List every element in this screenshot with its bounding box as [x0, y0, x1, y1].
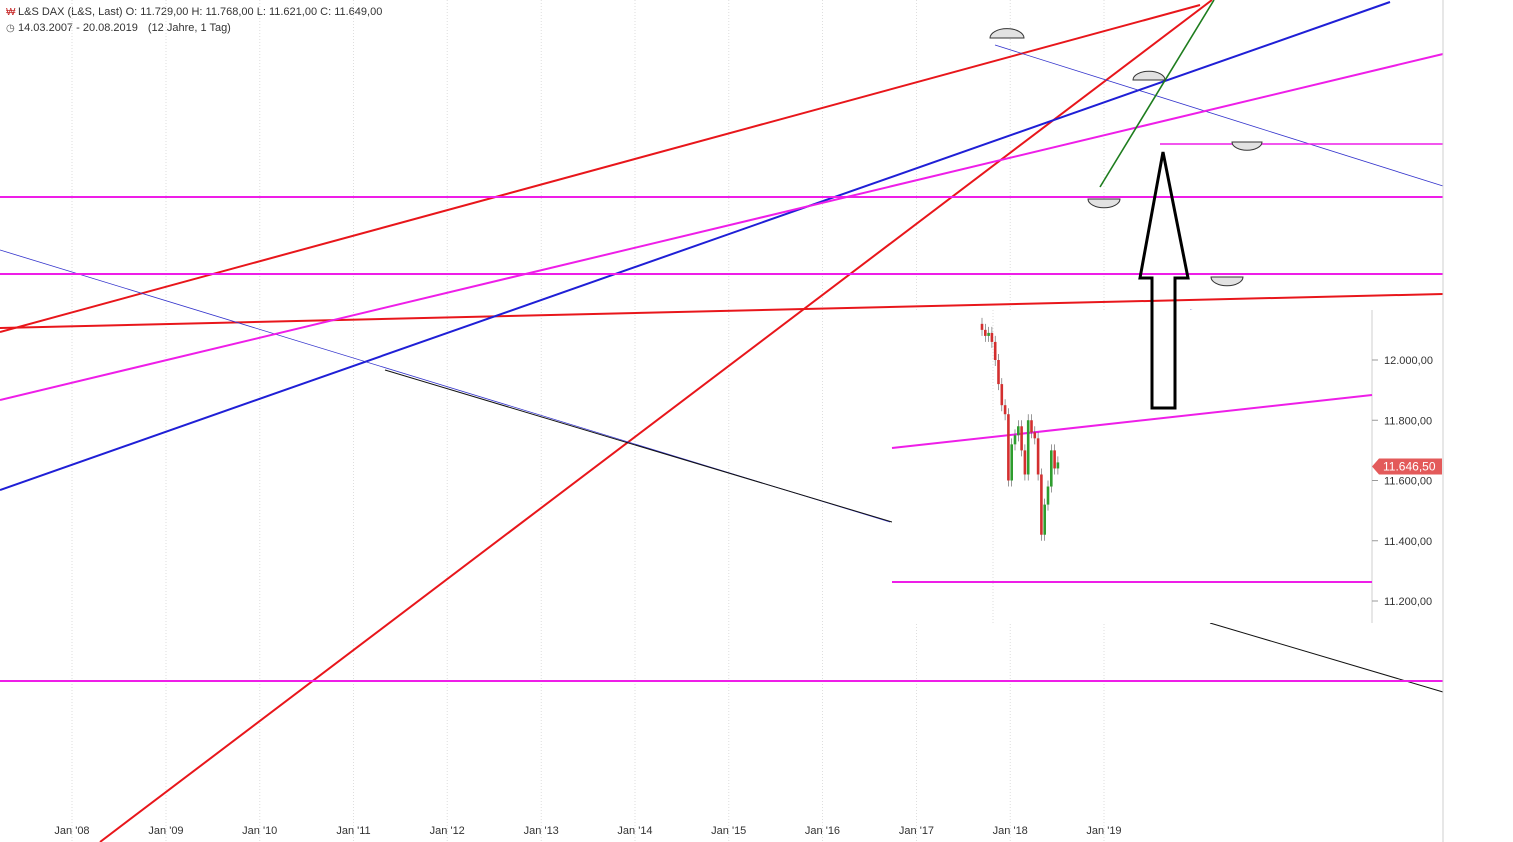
x-tick-label: Jan '18	[993, 825, 1028, 837]
inset-candle-body	[1020, 426, 1023, 451]
x-tick-label: Jan '14	[617, 825, 652, 837]
red-rising-support-line	[99, 0, 1213, 842]
x-tick-label: Jan '19	[1086, 825, 1121, 837]
x-tick-label: Jan '17	[899, 825, 934, 837]
inset-last-price-badge-shape	[1372, 458, 1442, 475]
inset-candle-body	[1000, 384, 1004, 406]
inset-candle-body	[1046, 486, 1050, 505]
inset-candle-body	[1023, 450, 1027, 475]
inset-last-price-badge: 11.646,50	[1372, 458, 1442, 475]
x-tick-label: Jan '11	[336, 825, 370, 837]
inset-candle-body	[1010, 444, 1013, 481]
blue-trend-line	[0, 1, 1391, 491]
inset-candle-body	[1033, 432, 1037, 439]
x-tick-label: Jan '10	[242, 825, 277, 837]
open-value: O: 11.729,00	[125, 6, 189, 18]
high-value: H: 11.768,00	[191, 6, 254, 18]
close-value: C: 11.649,00	[320, 6, 383, 18]
x-tick-label: Jan '08	[54, 825, 89, 837]
inset-candle-body	[1036, 438, 1040, 475]
period: (12 Jahre, 1 Tag)	[147, 22, 231, 34]
black-falling-line	[384, 369, 893, 523]
inset-y-tick-label: 12.000,00	[1384, 355, 1433, 367]
inset-candle-body	[987, 332, 990, 336]
candlestick-icon: ₩	[6, 7, 16, 18]
price-axis: 14.000,0013.000,0012.000,0011.000,0010.0…	[1372, 0, 1444, 842]
inset-y-tick-label: 11.400,00	[1384, 536, 1432, 548]
magenta-rising-line	[0, 53, 1444, 401]
half-circle-marker	[1210, 276, 1244, 287]
inset-candle-body	[984, 329, 987, 336]
green-trend-line	[1099, 0, 1215, 188]
x-tick-label: Jan '15	[711, 825, 746, 837]
clock-icon: ◷	[6, 23, 15, 34]
inset-last-price-badge-label: 11.646,50	[1383, 459, 1436, 473]
inset-y-tick-label: 11.600,00	[1384, 476, 1432, 488]
red-upper-channel-line	[0, 4, 1201, 333]
inset-candle-body	[1050, 450, 1053, 487]
date-range: 14.03.2007 - 20.08.2019	[18, 22, 138, 34]
chart-range: ◷ 14.03.2007 - 20.08.2019 (12 Jahre, 1 Tag…	[6, 22, 231, 34]
inset-candle-body	[997, 360, 1000, 385]
inset-candle-body	[1007, 414, 1010, 481]
half-circle-marker	[989, 28, 1025, 39]
inset-candle-body	[1030, 420, 1033, 433]
x-tick-label: Jan '12	[430, 825, 465, 837]
low-value: L: 11.621,00	[256, 6, 318, 18]
inset-chart: 12.000,00 11.800,00 11.600,00 11.400,00 11.2…	[891, 310, 1443, 623]
inset-candle-body	[1013, 435, 1017, 445]
inset-candle-body	[980, 323, 984, 330]
inset-y-tick-label: 11.200,00	[1384, 596, 1432, 608]
inset-background	[892, 310, 1443, 623]
chart-header: ₩ L&S DAX (L&S, Last) O: 11.729,00 H: 11.…	[6, 6, 382, 18]
inset-candle-body	[1017, 426, 1020, 436]
instrument-title: L&S DAX (L&S, Last)	[18, 6, 123, 18]
inset-candle-body	[1043, 504, 1046, 535]
inset-y-tick-label: 11.800,00	[1384, 415, 1432, 427]
up-arrow-annotation	[1138, 151, 1190, 410]
inset-candle-body	[1056, 462, 1060, 469]
x-tick-label: Jan '09	[148, 825, 183, 837]
half-circle-marker	[1087, 198, 1121, 209]
inset-candle-body	[1026, 420, 1030, 475]
annotations	[989, 28, 1263, 410]
half-circle-marker	[1132, 70, 1166, 81]
inset-candle-body	[1003, 405, 1007, 415]
inset-candle-body	[1040, 474, 1043, 535]
inset-candle-body	[990, 332, 994, 342]
red-flat-line	[0, 293, 1444, 329]
inset-candle-body	[1053, 450, 1056, 469]
time-axis: Jan '08 Jan '09 Jan '10 Jan '11 Jan '12 Jan '…	[54, 825, 1121, 837]
inset-candle-body	[993, 341, 997, 360]
half-circle-marker	[1231, 141, 1263, 151]
x-tick-label: Jan '13	[524, 825, 559, 837]
x-tick-label: Jan '16	[805, 825, 840, 837]
thin-blue-falling-line-upper	[994, 44, 1444, 187]
inset-magenta-rising-line	[891, 394, 1373, 449]
